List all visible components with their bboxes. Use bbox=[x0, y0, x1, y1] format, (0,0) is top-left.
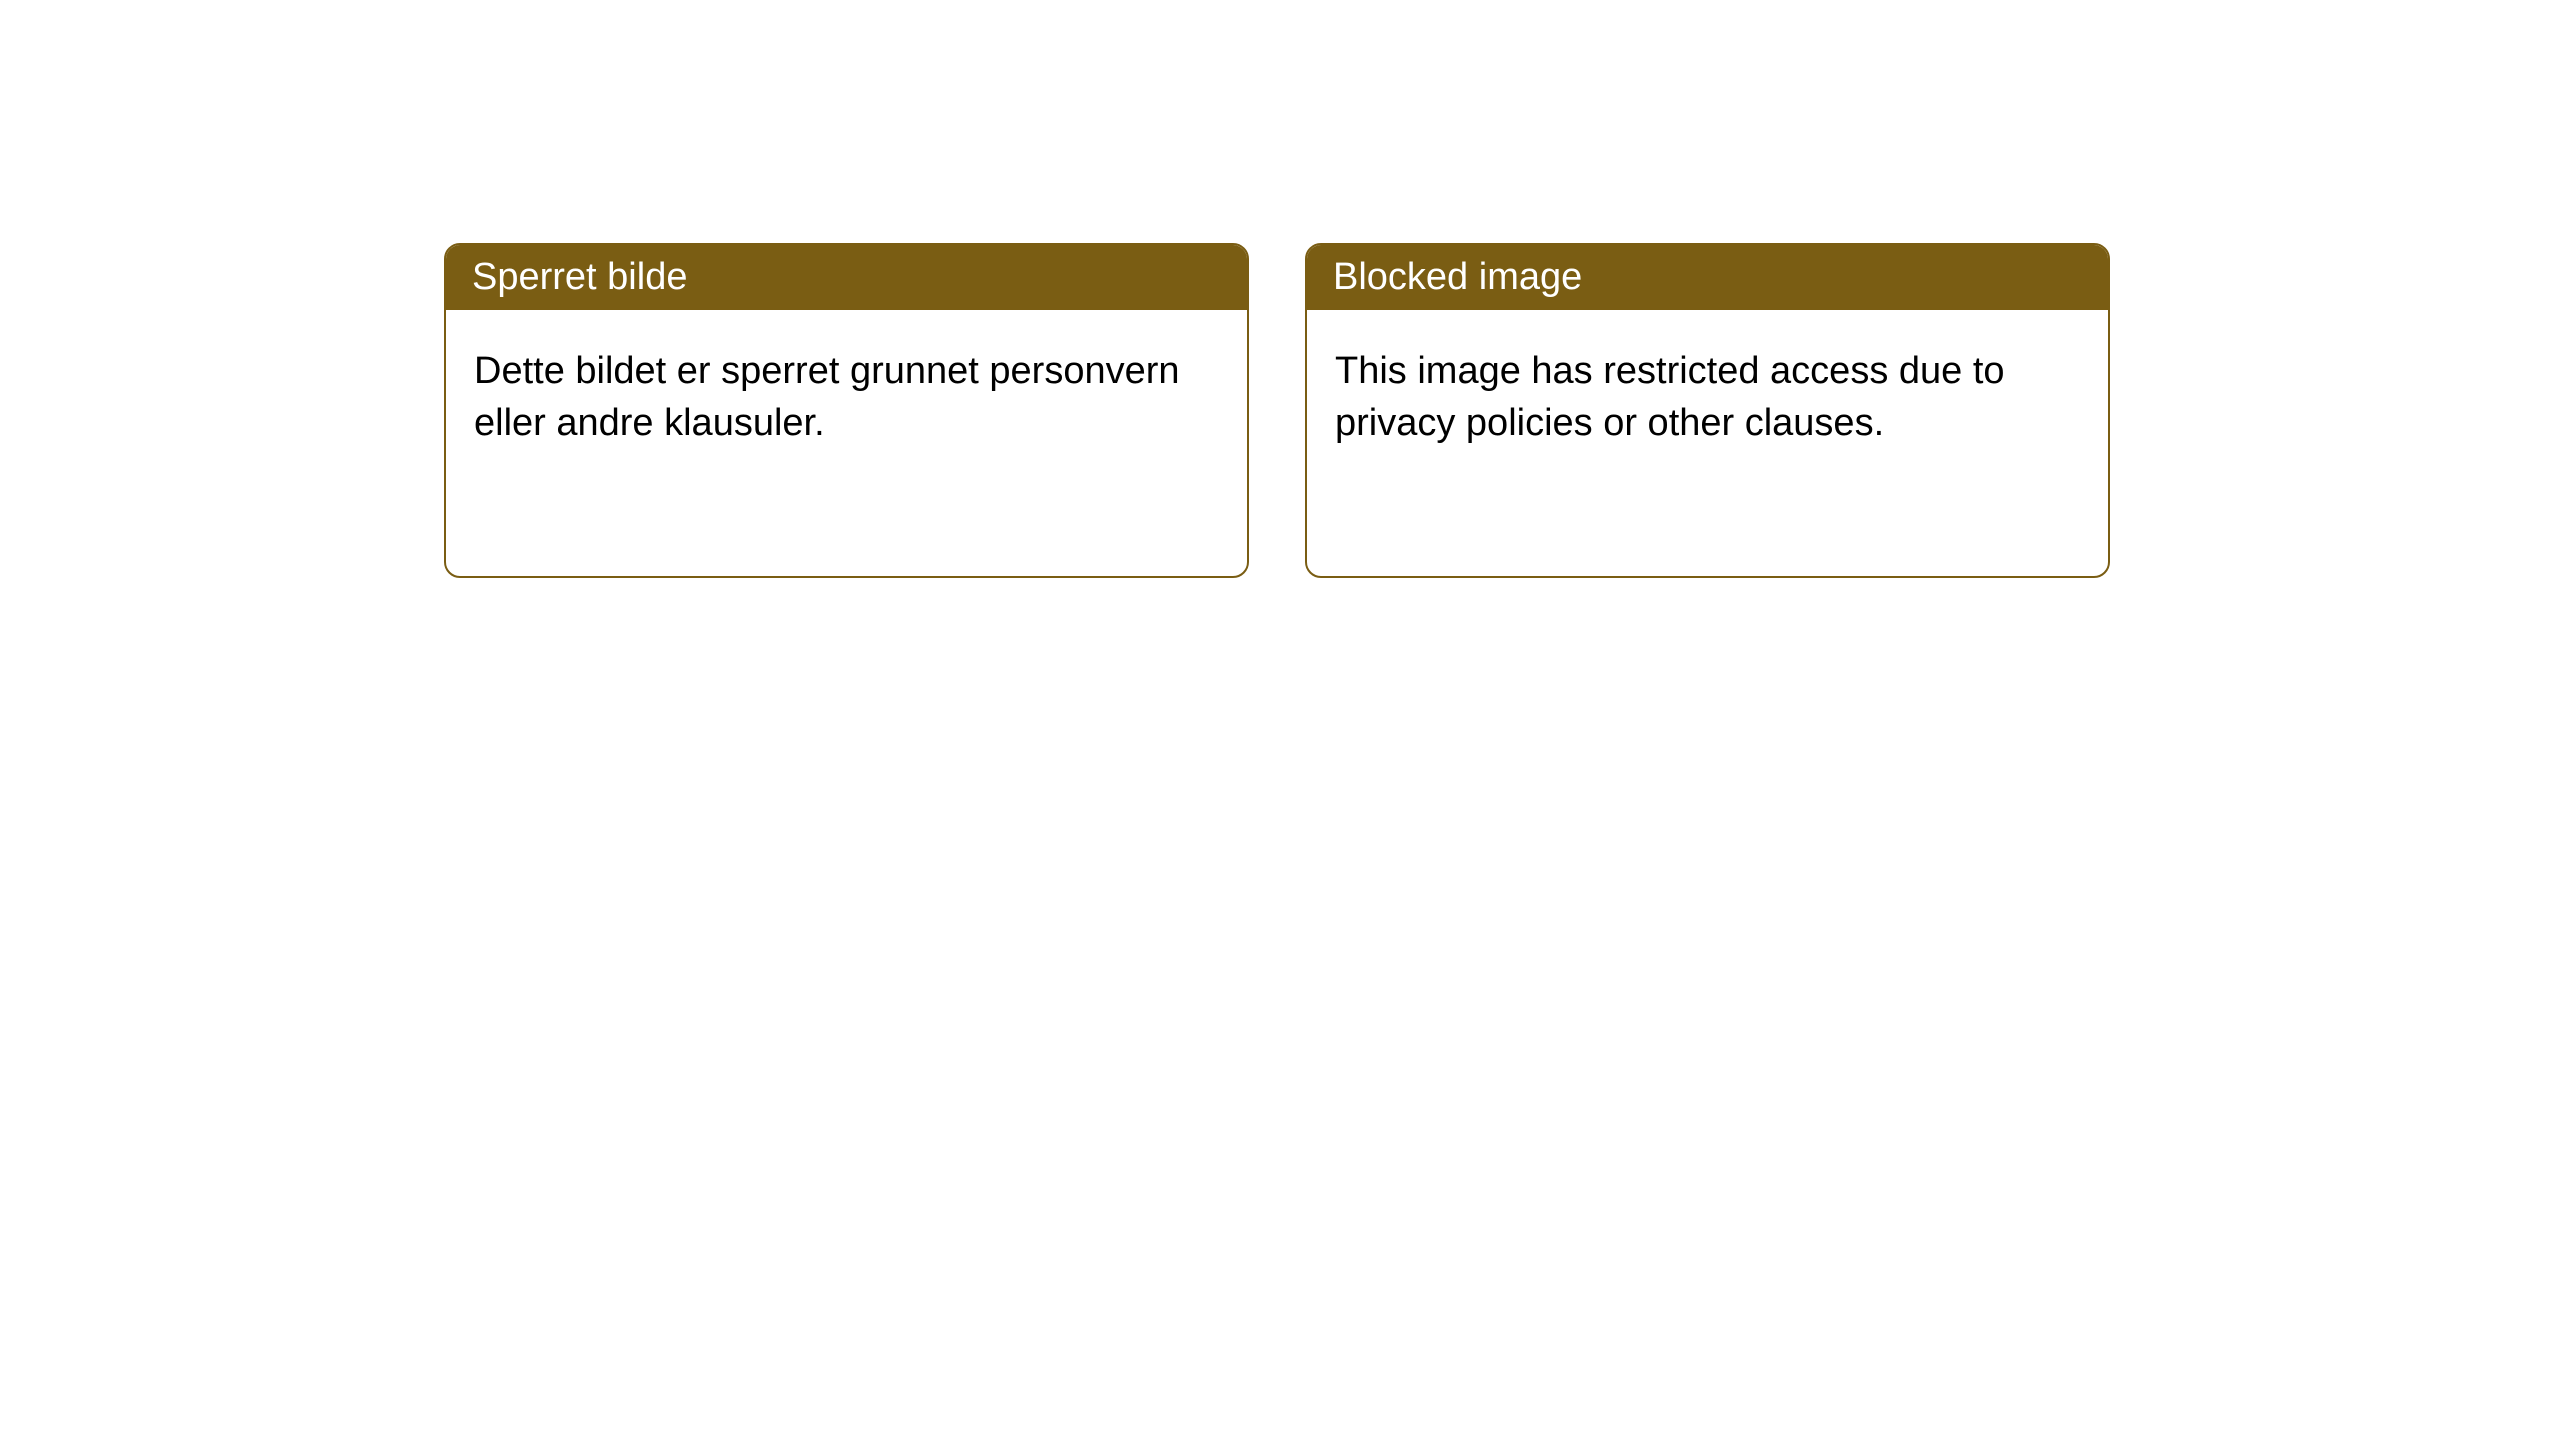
notice-box-english: Blocked image This image has restricted … bbox=[1305, 243, 2110, 578]
notice-body-english: This image has restricted access due to … bbox=[1307, 310, 2108, 485]
notice-body-norwegian: Dette bildet er sperret grunnet personve… bbox=[446, 310, 1247, 485]
notice-box-norwegian: Sperret bilde Dette bildet er sperret gr… bbox=[444, 243, 1249, 578]
notice-container: Sperret bilde Dette bildet er sperret gr… bbox=[0, 0, 2560, 578]
notice-title-english: Blocked image bbox=[1307, 245, 2108, 310]
notice-title-norwegian: Sperret bilde bbox=[446, 245, 1247, 310]
